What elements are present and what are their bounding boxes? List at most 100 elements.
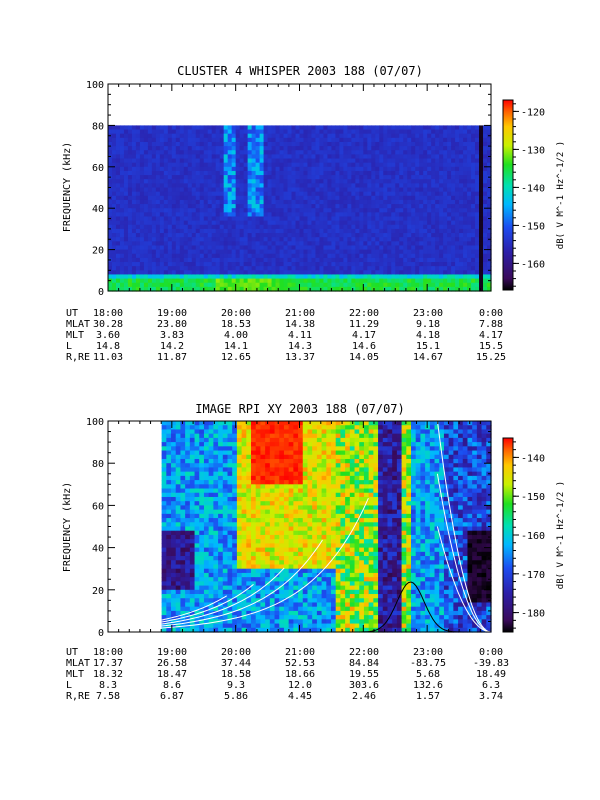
- spectrogram-cell: [387, 216, 392, 222]
- spectrogram-cell: [199, 249, 205, 255]
- spectrogram-cell: [171, 458, 177, 464]
- spectrogram-cell: [443, 208, 448, 213]
- spectrogram-cell: [199, 556, 205, 561]
- spectrogram-cell: [247, 129, 253, 135]
- spectrogram-cell: [213, 492, 219, 498]
- spectrogram-cell: [199, 262, 205, 267]
- spectrogram-cell: [227, 249, 233, 255]
- spectrogram-cell: [307, 241, 313, 247]
- y-tick-label: 20: [92, 246, 104, 257]
- spectrogram-cell: [319, 195, 325, 201]
- spectrogram-cell: [467, 249, 472, 255]
- spectrogram-cell: [167, 208, 173, 213]
- spectrogram-cell: [259, 216, 265, 222]
- spectrogram-cell: [283, 253, 289, 259]
- spectrogram-cell: [331, 249, 337, 255]
- spectrogram-cell: [479, 162, 484, 168]
- spectrogram-cell: [211, 129, 217, 135]
- spectrogram-cell: [327, 179, 333, 184]
- spectrogram-cell: [327, 220, 333, 226]
- spectrogram-cell: [395, 241, 400, 247]
- spectrogram-cell: [335, 245, 340, 251]
- spectrogram-cell: [263, 133, 269, 139]
- spectrogram-cell: [167, 129, 173, 135]
- spectrogram-cell: [161, 606, 167, 612]
- spectrogram-cell: [279, 278, 285, 284]
- spectrogram-cell: [187, 233, 193, 238]
- spectrogram-cell: [127, 187, 133, 193]
- spectrogram-cell: [194, 598, 200, 604]
- spectrogram-cell: [403, 262, 408, 267]
- spectrogram-cell: [213, 560, 219, 566]
- spectrogram-cell: [471, 195, 476, 201]
- spectrogram-cell: [371, 166, 376, 172]
- spectrogram-cell: [427, 133, 432, 139]
- spectrogram-cell: [467, 245, 472, 251]
- spectrogram-cell: [371, 245, 376, 251]
- spectrogram-cell: [427, 191, 432, 197]
- spectrogram-cell: [203, 615, 210, 620]
- spectrogram-cell: [455, 286, 460, 292]
- spectrogram-cell: [203, 556, 210, 561]
- spectrogram-cell: [147, 278, 153, 284]
- spectrogram-cell: [335, 187, 340, 193]
- spectrogram-cell: [419, 133, 424, 139]
- spectrogram-cell: [431, 216, 436, 222]
- spectrogram-cell: [180, 598, 186, 604]
- spectrogram-cell: [143, 137, 149, 143]
- spectrogram-cell: [363, 266, 368, 271]
- spectrogram-cell: [443, 162, 448, 168]
- spectrogram-cell: [241, 606, 247, 612]
- spectrogram-cell: [187, 179, 193, 184]
- spectrogram-cell: [218, 509, 224, 515]
- spectrogram-cell: [359, 274, 364, 280]
- spectrogram-cell: [379, 195, 384, 201]
- spectrogram-cell: [439, 212, 444, 218]
- spectrogram-cell: [459, 162, 464, 168]
- spectrogram-cell: [363, 166, 368, 172]
- spectrogram-cell: [311, 278, 317, 284]
- spectrogram-cell: [279, 183, 285, 189]
- spectrogram-cell: [219, 154, 225, 160]
- spectrogram-cell: [459, 286, 464, 292]
- spectrogram-cell: [123, 282, 129, 288]
- spectrogram-cell: [163, 228, 169, 234]
- spectrogram-cell: [251, 241, 257, 247]
- spectrogram-cell: [195, 150, 201, 155]
- spectrogram-cell: [180, 551, 186, 557]
- spectrogram-cell: [171, 199, 177, 205]
- spectrogram-cell: [303, 141, 309, 147]
- spectrogram-cell: [222, 450, 229, 456]
- spectrogram-cell: [151, 191, 157, 197]
- spectrogram-cell: [231, 282, 237, 288]
- spectrogram-cell: [443, 166, 448, 172]
- spectrogram-cell: [363, 204, 368, 209]
- spectrogram-cell: [395, 195, 400, 201]
- spectrogram-cell: [319, 253, 325, 259]
- spectrogram-cell: [189, 425, 196, 431]
- spectrogram-cell: [371, 129, 376, 135]
- spectrogram-cell: [315, 262, 321, 267]
- spectrogram-cell: [315, 241, 321, 247]
- spectrogram-cell: [419, 170, 424, 176]
- spectrogram-cell: [259, 183, 265, 189]
- spectrogram-cell: [479, 146, 484, 151]
- spectrogram-cell: [187, 274, 193, 280]
- spectrogram-cell: [143, 183, 149, 189]
- spectrogram-cell: [115, 154, 121, 160]
- spectrogram-cell: [355, 270, 360, 276]
- spectrogram-cell: [108, 183, 113, 189]
- spectrogram-cell: [232, 543, 238, 549]
- spectrogram-cell: [327, 183, 333, 189]
- spectrogram-cell: [387, 212, 392, 218]
- spectrogram-cell: [411, 286, 416, 292]
- spectrogram-cell: [403, 158, 408, 164]
- spectrogram-cell: [399, 245, 404, 251]
- spectrogram-cell: [471, 282, 476, 288]
- spectrogram-cell: [161, 518, 167, 523]
- spectrogram-cell: [147, 204, 153, 209]
- spectrogram-cell: [363, 154, 368, 160]
- spectrogram-cell: [331, 133, 337, 139]
- colorbar-tick-label: -130: [521, 145, 545, 156]
- spectrogram-cell: [483, 286, 488, 292]
